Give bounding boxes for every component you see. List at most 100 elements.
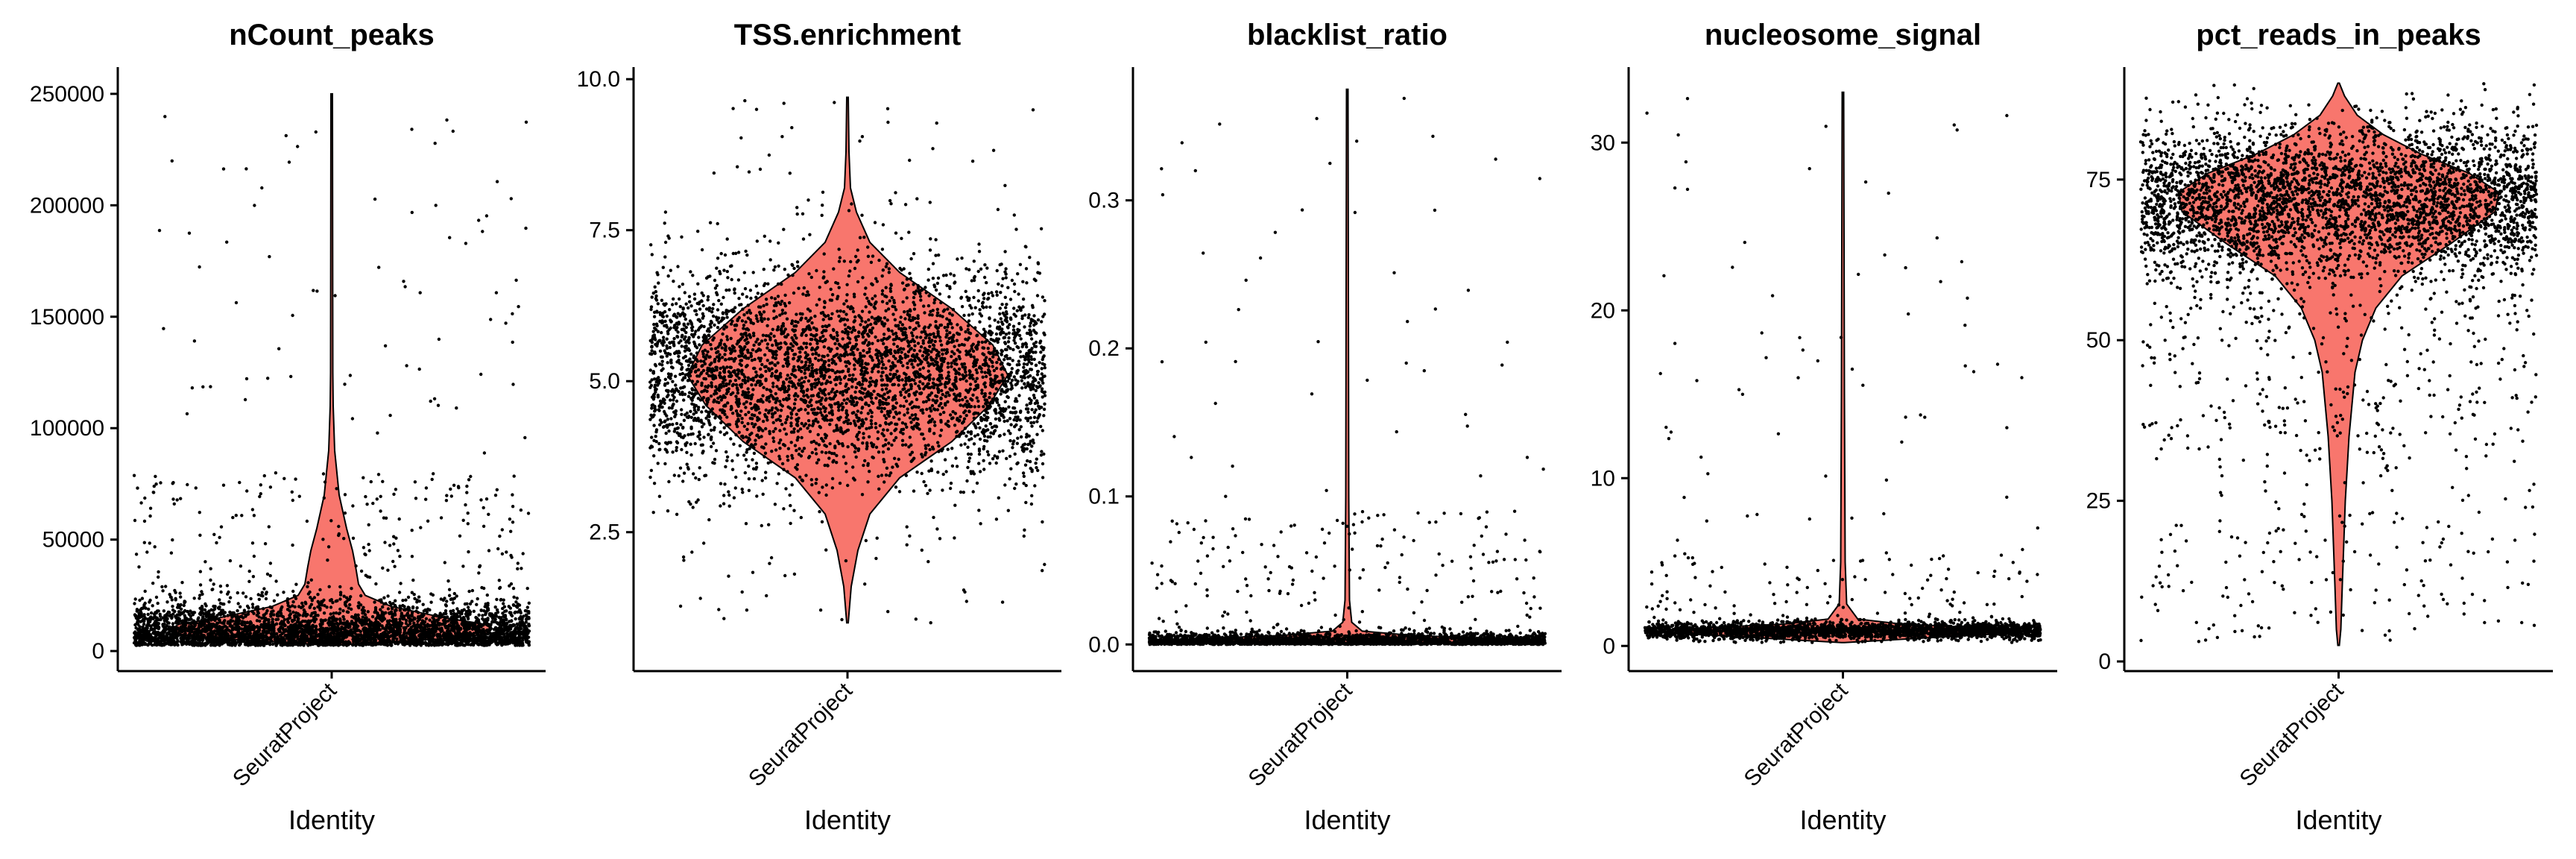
data-point [282, 638, 285, 642]
data-point [157, 228, 162, 233]
data-point [218, 642, 222, 646]
data-point [649, 243, 653, 247]
data-point [162, 619, 166, 623]
data-point [318, 634, 323, 638]
data-point [1040, 320, 1044, 324]
data-point [408, 627, 413, 631]
data-point [145, 623, 149, 628]
data-point [700, 248, 704, 252]
data-point [447, 588, 452, 591]
data-point [136, 617, 140, 622]
data-point [472, 609, 476, 613]
data-point [780, 283, 783, 286]
data-point [239, 564, 243, 568]
data-point [346, 610, 350, 614]
data-point [486, 643, 490, 646]
data-point [486, 632, 490, 636]
data-point [318, 588, 322, 592]
data-point [332, 631, 336, 635]
data-point [400, 614, 403, 618]
data-point [262, 644, 266, 647]
data-point [171, 637, 175, 641]
data-point [783, 427, 786, 431]
data-point [697, 477, 701, 482]
data-point [484, 497, 489, 501]
data-point [259, 594, 263, 597]
data-point [445, 118, 449, 122]
data-point [512, 595, 516, 599]
data-point [509, 529, 513, 533]
data-point [309, 602, 314, 606]
data-point [451, 627, 455, 632]
data-point [975, 377, 979, 380]
data-point [648, 368, 652, 372]
data-point [155, 642, 160, 646]
data-point [417, 642, 422, 646]
data-point [198, 597, 201, 600]
data-point [1041, 429, 1045, 432]
data-point [426, 519, 430, 523]
data-point [742, 327, 745, 330]
data-point [839, 309, 842, 313]
data-point [165, 617, 169, 621]
data-point [346, 598, 350, 602]
data-point [341, 621, 345, 626]
data-point [329, 605, 333, 609]
data-point [192, 597, 196, 600]
data-point [212, 532, 216, 536]
data-point [192, 339, 197, 343]
data-point [257, 626, 261, 629]
data-point [306, 585, 309, 588]
data-point [143, 589, 147, 594]
data-point [329, 612, 332, 616]
data-point [442, 611, 446, 616]
data-point [505, 638, 509, 642]
data-point [148, 514, 152, 518]
data-point [222, 637, 226, 641]
data-point [174, 627, 178, 632]
data-point [343, 493, 347, 497]
data-point [259, 632, 262, 636]
data-point [414, 609, 418, 613]
data-point [163, 115, 167, 119]
data-point [200, 642, 203, 646]
data-point [217, 607, 221, 611]
data-point [742, 453, 746, 457]
data-point [227, 590, 230, 594]
data-point [187, 642, 192, 646]
data-point [489, 632, 493, 637]
data-point [300, 605, 305, 608]
data-point [484, 620, 489, 623]
data-point [471, 623, 476, 626]
data-point [893, 318, 897, 321]
data-point [228, 596, 233, 600]
data-point [297, 630, 301, 635]
data-point [763, 234, 766, 238]
data-point [827, 392, 831, 396]
data-point [145, 550, 149, 554]
data-point [348, 374, 353, 377]
data-point [142, 642, 146, 646]
data-point [402, 636, 406, 640]
data-point [215, 637, 219, 641]
data-point [244, 167, 248, 171]
data-point [162, 635, 165, 638]
data-point [244, 377, 249, 381]
data-point [367, 523, 370, 526]
data-point [498, 586, 502, 591]
data-point [414, 637, 418, 641]
data-point [227, 634, 230, 638]
data-point [524, 226, 528, 230]
data-point [399, 582, 402, 585]
data-point [406, 637, 410, 641]
data-point [165, 638, 169, 641]
data-point [300, 623, 304, 628]
data-point [142, 519, 147, 523]
data-point [760, 362, 764, 367]
data-point [730, 459, 734, 463]
data-point [467, 550, 470, 554]
data-point [449, 611, 453, 616]
data-point [783, 311, 787, 315]
data-point [424, 497, 428, 501]
